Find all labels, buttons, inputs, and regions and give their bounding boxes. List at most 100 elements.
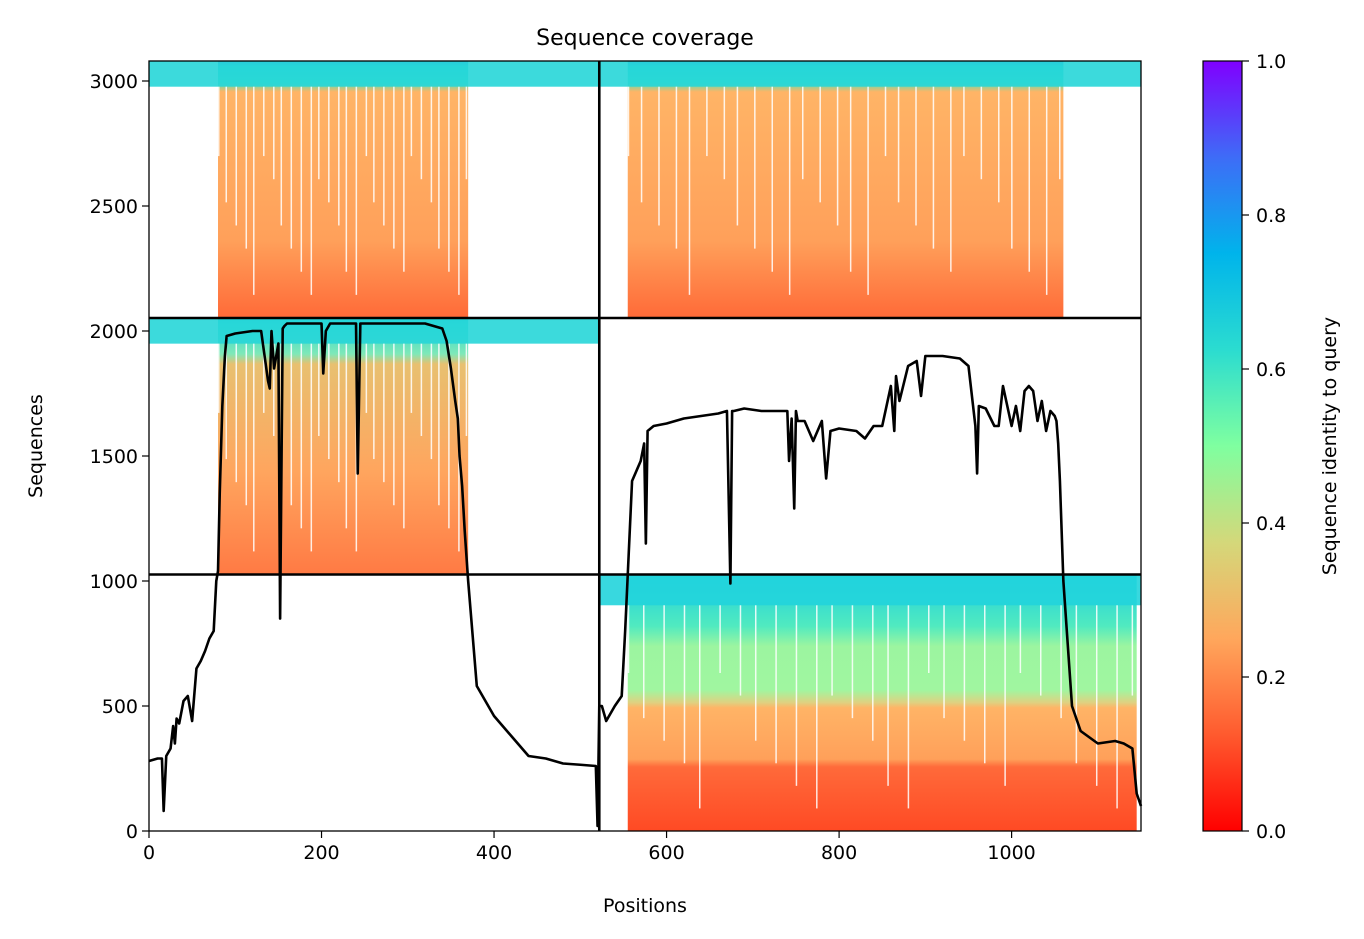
heatmap-gap [831,605,833,696]
heatmap-gap [253,343,255,552]
heatmap-gap [1028,86,1031,272]
heatmap-gap [739,605,742,696]
heatmap-gap [928,605,930,673]
colorbar-tick-label: 0.2 [1256,667,1286,689]
heatmap-gap [984,605,986,764]
heatmap-gap [872,605,874,741]
x-tick-label: 800 [821,842,857,864]
heatmap-gap [235,343,238,483]
heatmap-gap [338,343,340,483]
y-tick-label: 2000 [90,321,138,343]
heatmap-gap [943,605,945,719]
y-tick-label: 0 [126,821,138,843]
heatmap-gap [1060,605,1062,719]
heatmap-gap [627,86,630,157]
heatmap-block-5 [627,574,1137,831]
heatmap-block-0 [218,61,469,318]
heatmap-gap [273,343,275,436]
heatmap-gap [851,605,854,719]
heatmap-gap [1045,86,1048,295]
x-tick-label: 200 [303,842,339,864]
heatmap-gap [663,605,665,741]
heatmap-gap [273,86,275,180]
heatmap-gap [1095,605,1098,786]
heatmap-gap [218,86,220,157]
heatmap-gap [365,86,368,157]
heatmap-gap [771,86,774,272]
heatmap-gap [698,605,701,809]
x-tick-label: 0 [143,842,155,864]
y-tick-label: 1500 [90,446,138,468]
heatmap-gap [300,343,303,529]
heatmap-gap [1011,86,1013,249]
colorbar: 0.0 0.2 0.4 0.6 0.8 1.0 Sequence identity to … [1202,51,1341,843]
colorbar-tick-label: 0.8 [1256,205,1286,227]
colorbar-ticks: 0.0 0.2 0.4 0.6 0.8 1.0 [1242,51,1286,843]
heatmap-gap [836,86,839,226]
heatmap-gap [819,86,821,203]
heatmap-gap [1131,605,1134,696]
heatmap-gap [393,343,395,506]
heatmap-gap [448,86,450,272]
heatmap-gap [1004,605,1006,786]
heatmap-band-1 [599,61,1141,87]
heatmap-gap [245,343,248,506]
heatmap-gap [1039,605,1042,696]
heatmap-gap [225,86,228,203]
plot-border [148,60,1142,832]
colorbar-tick-label: 0.6 [1256,359,1286,381]
heatmap-gap [253,86,255,295]
heatmap-gap [318,343,320,436]
heatmap-gap [355,86,358,295]
heatmap-gap [775,605,777,764]
heatmap-gap [373,343,375,460]
heatmap-gap [383,343,385,483]
heatmap-gap [1059,86,1061,180]
heatmap-gap [963,605,966,741]
heatmap-gap [263,86,265,157]
heatmap-gap [328,343,330,460]
heatmap-gap [290,86,293,249]
heatmap-gap [754,605,757,741]
heatmap-gap [915,86,917,226]
heatmap-gap [410,86,413,157]
heatmap-gap [867,86,869,295]
coverage-line-layer [148,322,1143,828]
heatmap-gap [658,86,660,226]
y-axis-label: Sequences [25,394,47,498]
y-tick-label: 500 [102,696,138,718]
heatmap-gap [1116,605,1118,809]
heatmap-gap [383,86,385,226]
heatmap-gap [410,343,413,413]
heatmap-gap [640,86,643,203]
heatmap-gap [280,86,283,226]
heatmap-gap [950,86,952,272]
heatmap-gap [754,86,756,249]
heatmap-gap [328,86,330,203]
heatmap-gap [643,605,645,719]
colorbar-tick-label: 0.0 [1256,821,1286,843]
heatmap-gap [448,343,450,529]
heatmap-gap [373,86,375,203]
heatmap-gap [345,86,348,272]
coverage-line [148,322,1143,828]
heatmap-gap [403,86,405,272]
heatmap-gap [393,86,395,249]
colorbar-label: Sequence identity to query [1319,317,1341,575]
heatmap-gap [980,86,983,180]
chart-title: Sequence coverage [536,26,754,51]
heatmap-gap [795,605,798,786]
y-tick-label: 2500 [90,196,138,218]
heatmap-gap [723,86,726,180]
heatmap-gap [849,86,852,272]
heatmap-gap [365,343,368,413]
heatmap-gap [310,343,313,552]
heatmap-gap [438,343,440,506]
heatmap-gap [338,86,340,226]
heatmap-gap [932,86,935,249]
heatmap-gap [736,86,739,226]
heatmap-gap [290,343,293,506]
heatmap-gap [801,86,804,180]
heatmap-gap [627,605,630,673]
